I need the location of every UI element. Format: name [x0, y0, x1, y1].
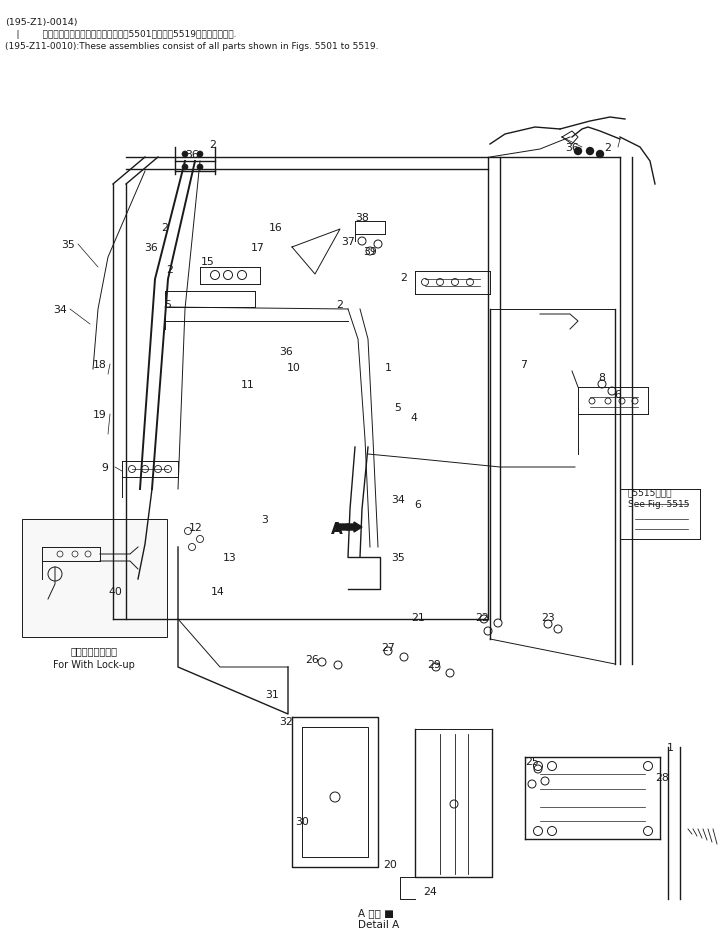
FancyArrow shape — [336, 523, 362, 532]
Text: 34: 34 — [391, 494, 405, 505]
Text: 第5515図参照: 第5515図参照 — [628, 487, 672, 497]
Text: Detail A: Detail A — [358, 919, 400, 929]
Text: 2: 2 — [336, 300, 343, 309]
Text: |        これらのアセンブリの構成部品は第5501図から第5519図まで含みます.: | これらのアセンブリの構成部品は第5501図から第5519図まで含みます. — [5, 30, 236, 39]
Text: 20: 20 — [383, 859, 397, 869]
Text: 15: 15 — [201, 257, 215, 267]
Text: 36: 36 — [565, 143, 579, 153]
Text: 13: 13 — [223, 552, 237, 563]
Text: (195-Z11-0010):These assemblies consist of all parts shown in Figs. 5501 to 5519: (195-Z11-0010):These assemblies consist … — [5, 42, 379, 51]
Text: 22: 22 — [475, 612, 489, 623]
Text: 6: 6 — [415, 500, 421, 509]
Text: See Fig. 5515: See Fig. 5515 — [628, 500, 690, 508]
Text: 36: 36 — [144, 243, 158, 252]
Text: 25: 25 — [525, 756, 539, 766]
Text: 9: 9 — [102, 463, 109, 472]
Text: 14: 14 — [211, 586, 225, 596]
Text: 1: 1 — [384, 363, 392, 372]
Circle shape — [575, 149, 582, 155]
Text: 35: 35 — [391, 552, 405, 563]
Text: 31: 31 — [265, 689, 279, 700]
Text: 2: 2 — [605, 143, 611, 153]
Text: 32: 32 — [279, 716, 293, 726]
Text: 5: 5 — [395, 403, 402, 412]
Text: 2: 2 — [166, 265, 174, 275]
Bar — [22, 520, 167, 637]
Text: 23: 23 — [541, 612, 555, 623]
Text: 19: 19 — [93, 409, 107, 420]
Text: 35: 35 — [61, 240, 75, 249]
Text: 29: 29 — [427, 660, 441, 669]
Circle shape — [182, 151, 188, 158]
Text: A 詳細 ■: A 詳細 ■ — [358, 907, 394, 917]
Text: 7: 7 — [521, 360, 528, 369]
Text: For With Lock-up: For With Lock-up — [53, 660, 135, 669]
Circle shape — [587, 149, 593, 155]
Text: 16: 16 — [269, 223, 283, 232]
Text: 40: 40 — [108, 586, 122, 596]
Text: 36: 36 — [185, 149, 199, 160]
Text: 24: 24 — [423, 886, 437, 896]
Text: 21: 21 — [411, 612, 425, 623]
Text: 39: 39 — [363, 247, 377, 257]
Text: 1: 1 — [667, 743, 673, 752]
Text: 3: 3 — [261, 514, 269, 525]
Text: 38: 38 — [355, 213, 369, 223]
Circle shape — [197, 151, 203, 158]
Text: 12: 12 — [189, 523, 203, 532]
Text: 2: 2 — [400, 272, 408, 283]
Text: 10: 10 — [287, 363, 301, 372]
Text: 27: 27 — [381, 643, 395, 652]
Circle shape — [197, 165, 203, 170]
Text: 28: 28 — [655, 772, 669, 783]
Text: 37: 37 — [341, 237, 355, 247]
Text: 30: 30 — [295, 816, 309, 826]
Text: (195-Z1)-0014): (195-Z1)-0014) — [5, 18, 78, 27]
Text: 36: 36 — [279, 347, 293, 357]
Text: A: A — [331, 522, 343, 537]
Text: 4: 4 — [410, 412, 418, 423]
Text: 26: 26 — [305, 654, 319, 664]
Text: 17: 17 — [251, 243, 265, 252]
Text: 8: 8 — [598, 372, 606, 383]
Text: 5: 5 — [165, 300, 171, 309]
Circle shape — [182, 165, 188, 170]
Text: ロックアップ付用: ロックアップ付用 — [71, 645, 117, 655]
Text: 2: 2 — [210, 140, 217, 149]
Text: 2: 2 — [161, 223, 168, 232]
Circle shape — [596, 151, 603, 158]
Text: 6: 6 — [615, 389, 621, 400]
Text: 34: 34 — [53, 305, 67, 315]
Text: 18: 18 — [93, 360, 107, 369]
Text: 11: 11 — [241, 380, 255, 389]
